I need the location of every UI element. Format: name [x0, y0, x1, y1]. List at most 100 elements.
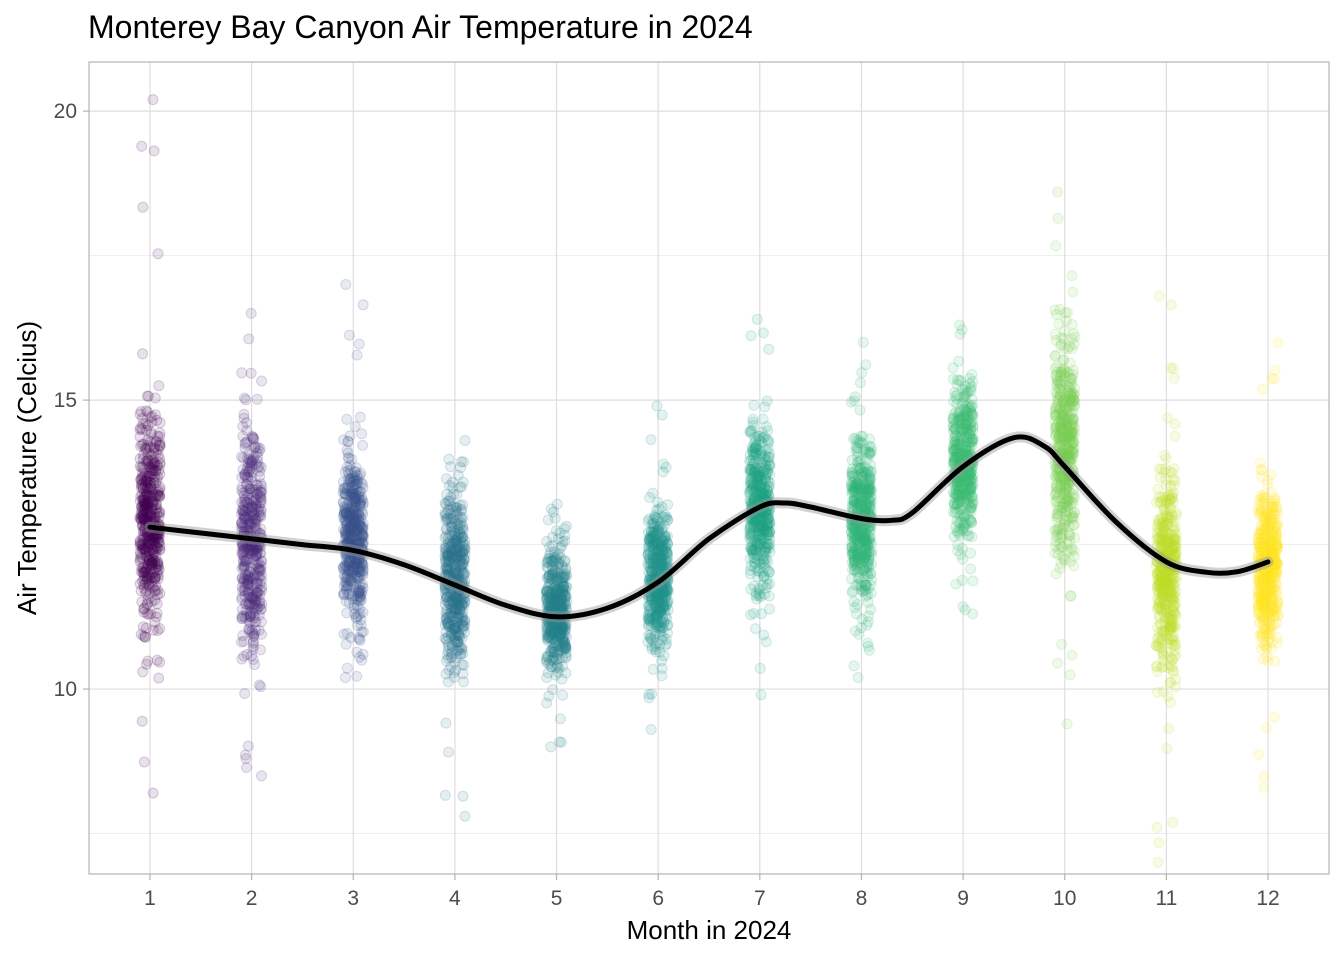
data-point: [1167, 363, 1179, 374]
data-point: [1067, 510, 1079, 522]
data-point: [148, 531, 160, 543]
data-point: [146, 568, 158, 580]
data-point: [137, 201, 149, 213]
data-point: [148, 490, 160, 502]
data-point: [250, 595, 262, 607]
data-point: [338, 628, 350, 640]
data-point: [137, 504, 149, 515]
data-point: [240, 569, 251, 581]
data-point: [848, 395, 860, 407]
data-point: [242, 569, 254, 581]
data-point: [956, 574, 968, 586]
data-point: [247, 466, 258, 478]
data-point: [245, 616, 257, 628]
data-point: [238, 507, 250, 519]
data-point: [459, 435, 471, 446]
data-point: [137, 666, 149, 678]
data-point: [149, 558, 161, 570]
data-point: [150, 546, 162, 557]
data-point: [149, 555, 161, 567]
data-point: [247, 433, 259, 445]
data-point: [145, 508, 157, 520]
data-point: [140, 489, 152, 501]
data-point: [238, 650, 250, 662]
data-point: [249, 503, 261, 515]
data-point: [354, 411, 366, 423]
data-point: [947, 412, 959, 424]
data-point: [148, 474, 160, 486]
data-point: [138, 509, 150, 521]
data-point: [237, 585, 249, 597]
data-point: [144, 582, 156, 593]
data-point: [254, 644, 266, 656]
data-point: [238, 611, 250, 622]
data-point: [255, 604, 267, 616]
data-point: [150, 550, 162, 562]
data-point: [855, 436, 866, 448]
data-point: [750, 623, 761, 635]
data-point: [963, 386, 975, 398]
data-point: [137, 539, 149, 551]
data-point: [254, 471, 266, 482]
chart-title: Monterey Bay Canyon Air Temperature in 2…: [88, 9, 753, 45]
data-point: [252, 504, 264, 516]
data-point: [137, 567, 149, 579]
data-point: [135, 501, 147, 513]
data-point: [154, 427, 166, 439]
data-point: [147, 787, 159, 799]
data-point: [254, 490, 266, 502]
data-point: [139, 518, 151, 530]
data-point: [147, 558, 158, 570]
data-point: [137, 511, 149, 523]
data-point: [241, 497, 253, 509]
data-point: [246, 625, 258, 637]
data-point: [150, 435, 162, 447]
data-point: [244, 463, 256, 475]
data-point: [141, 472, 153, 484]
data-point: [154, 453, 165, 465]
data-point: [140, 550, 152, 562]
data-point: [137, 538, 149, 550]
data-point: [861, 619, 873, 631]
data-point: [255, 496, 267, 508]
data-point: [137, 483, 149, 494]
data-point: [249, 521, 261, 533]
data-point: [240, 753, 252, 765]
data-point: [555, 593, 567, 605]
data-point: [953, 375, 965, 387]
data-point: [245, 547, 257, 559]
data-point: [255, 492, 267, 504]
data-point: [242, 508, 254, 520]
data-point: [236, 540, 248, 552]
data-point: [141, 566, 153, 578]
data-point: [150, 491, 161, 503]
data-point: [139, 526, 151, 538]
data-point: [139, 491, 151, 503]
data-point: [142, 476, 154, 488]
data-point: [246, 548, 258, 560]
data-point: [440, 473, 452, 485]
data-point: [250, 497, 262, 509]
data-point: [134, 535, 146, 546]
data-point: [252, 451, 264, 463]
data-point: [142, 502, 154, 514]
data-point: [138, 475, 150, 487]
data-point: [141, 551, 153, 562]
data-point: [251, 569, 263, 581]
data-point: [1049, 406, 1061, 418]
data-point: [239, 590, 251, 602]
data-point: [142, 552, 154, 564]
data-point: [135, 474, 146, 485]
data-point: [238, 563, 250, 574]
data-point: [140, 546, 152, 558]
data-point: [545, 503, 557, 515]
data-point: [138, 756, 150, 768]
data-point: [236, 367, 248, 379]
data-point: [244, 456, 256, 468]
data-point: [239, 513, 251, 525]
data-point: [357, 497, 369, 509]
data-point: [947, 362, 959, 374]
data-point: [151, 530, 163, 542]
data-point: [142, 542, 154, 554]
data-point: [142, 497, 154, 509]
